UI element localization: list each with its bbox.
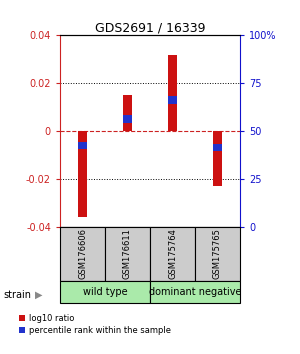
Bar <box>150 281 240 303</box>
Bar <box>214 144 221 151</box>
Bar <box>105 227 150 281</box>
Bar <box>124 95 131 131</box>
Bar <box>214 131 221 186</box>
Legend: log10 ratio, percentile rank within the sample: log10 ratio, percentile rank within the … <box>19 314 171 335</box>
Text: ▶: ▶ <box>34 290 42 299</box>
Bar <box>169 96 176 103</box>
Text: GSM175765: GSM175765 <box>213 229 222 279</box>
Bar <box>195 227 240 281</box>
Text: wild type: wild type <box>83 287 127 297</box>
Bar <box>124 115 131 122</box>
Text: GSM175764: GSM175764 <box>168 229 177 279</box>
Bar <box>150 227 195 281</box>
Bar <box>79 131 87 217</box>
Bar <box>60 281 150 303</box>
Bar <box>169 55 176 131</box>
Bar <box>60 227 105 281</box>
Text: GSM176606: GSM176606 <box>78 228 87 280</box>
Text: dominant negative: dominant negative <box>149 287 241 297</box>
Text: GSM176611: GSM176611 <box>123 229 132 279</box>
Bar <box>79 142 87 149</box>
Text: strain: strain <box>3 290 31 299</box>
Title: GDS2691 / 16339: GDS2691 / 16339 <box>95 21 205 34</box>
